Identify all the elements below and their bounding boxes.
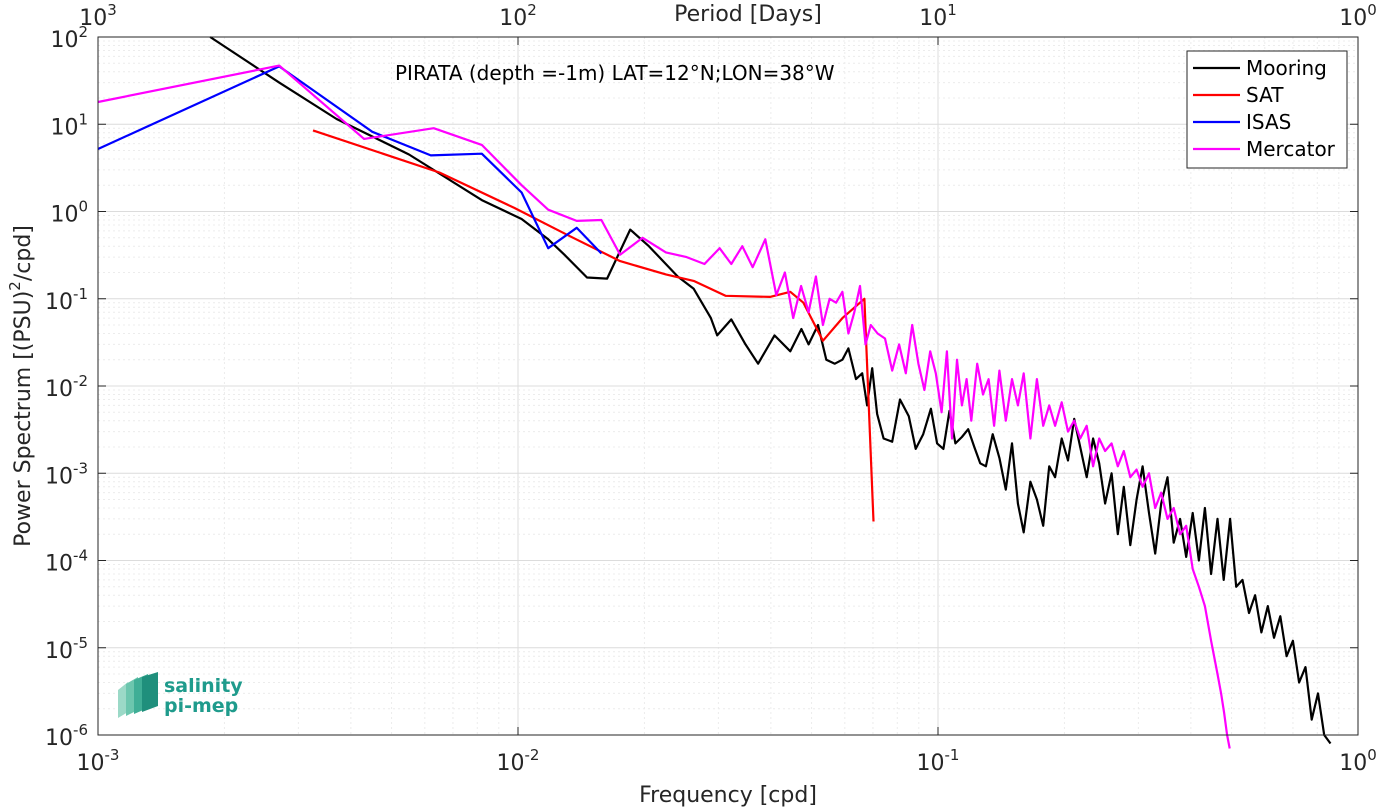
y-tick-label: 100 <box>50 198 88 228</box>
series-line-isas <box>97 65 603 255</box>
y-tick-label: 10-6 <box>45 721 88 751</box>
series-lines <box>97 36 1332 749</box>
y-tick-label: 102 <box>50 23 88 53</box>
y-tick-label: 10-3 <box>45 459 88 489</box>
legend-label-mooring: Mooring <box>1246 56 1327 80</box>
logo-text-pimep: pi-mep <box>164 695 238 717</box>
y-tick-label: 10-5 <box>45 634 88 664</box>
top-tick-label: 102 <box>499 1 537 31</box>
grid <box>97 37 1358 736</box>
series-line-sat <box>312 129 875 522</box>
logo-text-salinity: salinity <box>164 675 243 697</box>
y-tick-label: 10-1 <box>45 285 88 315</box>
top-tick-label: 101 <box>919 1 957 31</box>
y-tick-label: 10-4 <box>45 547 88 577</box>
y-tick-label: 101 <box>50 110 88 140</box>
series-line-mercator <box>97 64 1231 749</box>
legend: Mooring SAT ISAS Mercator <box>1186 50 1348 169</box>
wave-logo-icon <box>118 672 158 718</box>
plot-annotation: PIRATA (depth =-1m) LAT=12°N;LON=38°W <box>395 61 835 85</box>
top-axis-label: Period [Days] <box>674 2 822 27</box>
top-tick-label: 103 <box>79 1 117 31</box>
x-tick-label: 100 <box>1339 746 1377 776</box>
salinity-pimep-logo: salinity pi-mep <box>118 672 243 718</box>
y-tick-label: 10-2 <box>45 372 88 402</box>
x-tick-label: 10-2 <box>497 746 540 776</box>
series-line-mooring <box>209 36 1332 745</box>
x-tick-label: 10-3 <box>77 746 120 776</box>
x-tick-label: 10-1 <box>917 746 960 776</box>
legend-label-isas: ISAS <box>1246 110 1291 134</box>
top-tick-label: 100 <box>1339 1 1377 31</box>
x-axis-label: Frequency [cpd] <box>639 783 817 808</box>
legend-label-mercator: Mercator <box>1246 137 1336 161</box>
legend-label-sat: SAT <box>1246 83 1284 107</box>
y-axis-label: Power Spectrum [(PSU)2/cpd] <box>6 225 36 547</box>
legend-items: Mooring SAT ISAS Mercator <box>1193 56 1336 161</box>
